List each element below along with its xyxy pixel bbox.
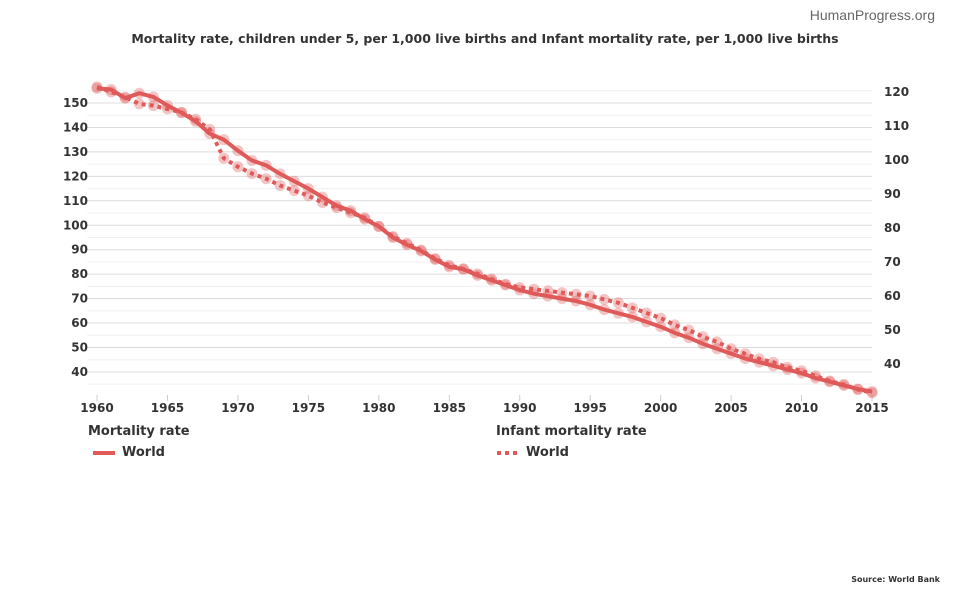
y-right-tick-label: 100 bbox=[884, 153, 909, 167]
data-point bbox=[528, 283, 540, 295]
x-tick-label: 1975 bbox=[292, 401, 325, 415]
y-right-tick-label: 60 bbox=[884, 289, 901, 303]
legend-item-infant-world[interactable]: World bbox=[497, 445, 569, 460]
chart-title: Mortality rate, children under 5, per 1,… bbox=[131, 31, 839, 46]
data-point bbox=[570, 288, 582, 300]
legend-item-mortality-world[interactable]: World bbox=[93, 445, 165, 460]
legend-title-infant: Infant mortality rate bbox=[496, 424, 647, 439]
y-left-tick-label: 90 bbox=[71, 243, 88, 257]
x-tick-label: 2010 bbox=[785, 401, 818, 415]
x-tick-label: 2000 bbox=[644, 401, 677, 415]
legend-label: World bbox=[122, 445, 165, 460]
brand-label[interactable]: HumanProgress.org bbox=[809, 7, 935, 23]
x-tick-label: 1980 bbox=[362, 401, 395, 415]
y-left-tick-label: 140 bbox=[63, 120, 88, 134]
y-left-tick-label: 100 bbox=[63, 218, 88, 232]
source-label: Source: World Bank bbox=[851, 575, 940, 584]
y-left-tick-label: 130 bbox=[63, 145, 88, 159]
y-left-tick-label: 150 bbox=[63, 96, 88, 110]
y-left-tick-label: 70 bbox=[71, 292, 88, 306]
legend-swatch-dotted bbox=[497, 450, 519, 455]
y-right-tick-label: 90 bbox=[884, 187, 901, 201]
y-right-tick-label: 40 bbox=[884, 357, 901, 371]
data-point bbox=[514, 282, 526, 293]
x-tick-label: 1970 bbox=[221, 401, 254, 415]
legend-swatch-solid bbox=[93, 450, 115, 455]
y-right-tick-label: 80 bbox=[884, 221, 901, 235]
data-point bbox=[781, 361, 793, 373]
y-left-tick-label: 50 bbox=[71, 341, 88, 355]
series-line-mortality bbox=[96, 86, 873, 394]
y-right-tick-label: 50 bbox=[884, 323, 901, 337]
data-point bbox=[500, 278, 512, 290]
y-right-tick-label: 70 bbox=[884, 255, 901, 269]
x-tick-label: 1990 bbox=[503, 401, 536, 415]
legend-title-mortality: Mortality rate bbox=[88, 424, 190, 439]
y-left-tick-label: 80 bbox=[71, 267, 88, 281]
x-tick-label: 2015 bbox=[855, 401, 888, 415]
x-tick-label: 2005 bbox=[714, 401, 747, 415]
data-point bbox=[584, 290, 596, 302]
y-right-tick-label: 110 bbox=[884, 119, 909, 133]
x-tick-label: 1995 bbox=[573, 401, 606, 415]
legend-label: World bbox=[526, 445, 569, 460]
y-left-tick-label: 110 bbox=[63, 194, 88, 208]
x-tick-label: 1985 bbox=[433, 401, 466, 415]
y-left-tick-label: 60 bbox=[71, 316, 88, 330]
y-right-tick-label: 120 bbox=[884, 85, 909, 99]
x-tick-label: 1960 bbox=[80, 401, 113, 415]
x-tick-label: 1965 bbox=[151, 401, 184, 415]
y-left-tick-label: 120 bbox=[63, 169, 88, 183]
y-left-tick-label: 40 bbox=[71, 365, 88, 379]
series-line-infant bbox=[96, 85, 873, 395]
